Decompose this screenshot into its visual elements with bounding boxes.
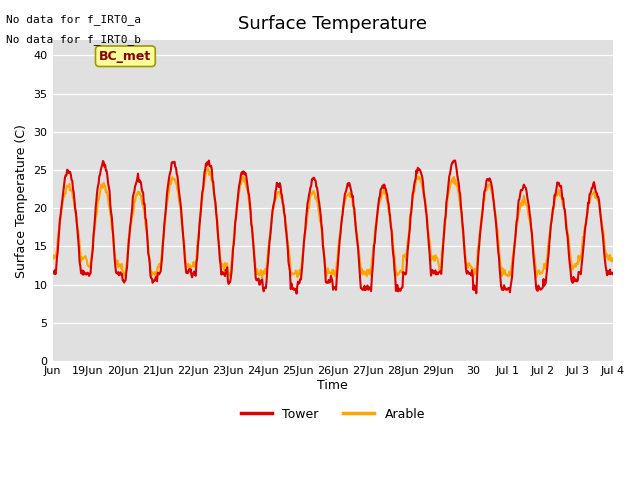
Arable bbox=[218, 263, 226, 269]
Tower bbox=[245, 192, 253, 198]
Text: No data for f_IRT0_a: No data for f_IRT0_a bbox=[6, 14, 141, 25]
Tower bbox=[266, 233, 274, 239]
Tower bbox=[451, 157, 459, 163]
Arable bbox=[204, 165, 211, 171]
Tower bbox=[115, 269, 122, 275]
Arable bbox=[268, 218, 276, 224]
Tower bbox=[423, 213, 431, 218]
Tower bbox=[49, 269, 56, 275]
Tower bbox=[392, 274, 399, 280]
Tower bbox=[609, 271, 617, 277]
Arable bbox=[392, 269, 400, 275]
Line: Arable: Arable bbox=[52, 168, 613, 277]
Y-axis label: Surface Temperature (C): Surface Temperature (C) bbox=[15, 124, 28, 277]
Arable bbox=[49, 255, 56, 261]
Arable bbox=[259, 275, 266, 280]
Tower bbox=[292, 291, 300, 297]
Arable bbox=[115, 264, 122, 270]
Arable bbox=[609, 258, 617, 264]
Tower bbox=[218, 272, 225, 277]
X-axis label: Time: Time bbox=[317, 379, 348, 392]
Text: BC_met: BC_met bbox=[99, 50, 152, 63]
Title: Surface Temperature: Surface Temperature bbox=[238, 15, 428, 33]
Legend: Tower, Arable: Tower, Arable bbox=[236, 403, 430, 425]
Text: No data for f_IRT0_b: No data for f_IRT0_b bbox=[6, 34, 141, 45]
Line: Tower: Tower bbox=[52, 160, 613, 294]
Arable bbox=[246, 206, 253, 212]
Arable bbox=[424, 218, 431, 224]
